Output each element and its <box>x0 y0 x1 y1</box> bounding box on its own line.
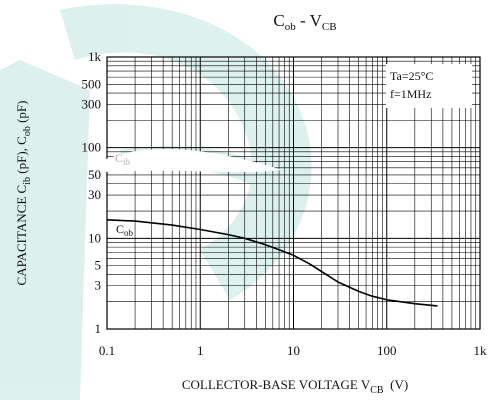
x-tick-label: 0.1 <box>99 343 115 358</box>
y-tick-label: 30 <box>88 187 101 202</box>
y-tick-label: 500 <box>82 76 102 91</box>
y-tick-label: 1k <box>88 49 102 64</box>
plot-frame <box>106 56 481 330</box>
y-tick-label: 50 <box>88 167 101 182</box>
conditions-box <box>386 64 472 108</box>
series-layer <box>106 219 438 307</box>
x-axis-label: COLLECTOR-BASE VOLTAGE VCB (V) <box>182 377 408 396</box>
y-tick-labels: 1 3 5 10 30 50 100 300 500 1k <box>82 49 102 336</box>
condition-temperature: Ta=25°C <box>390 69 433 83</box>
y-tick-label: 300 <box>82 96 102 111</box>
series-cib-obscured-region <box>104 149 282 172</box>
x-tick-label: 1k <box>474 343 488 358</box>
y-tick-label: 10 <box>88 230 101 245</box>
y-tick-label: 3 <box>95 278 102 293</box>
watermark-logo <box>0 4 312 400</box>
series-label-cob: Cob <box>116 222 134 238</box>
x-tick-labels: 0.1 1 10 100 1k <box>99 343 487 358</box>
x-tick-label: 10 <box>287 343 300 358</box>
condition-frequency: f=1MHz <box>390 87 431 101</box>
series-line-cob <box>106 219 438 307</box>
y-tick-label: 5 <box>95 258 102 273</box>
y-axis-label: CAPACITANCE Cib (pF), Cob (pF) <box>14 101 33 286</box>
y-tick-label: 1 <box>95 321 102 336</box>
y-tick-label: 100 <box>82 140 102 155</box>
x-tick-label: 100 <box>377 343 397 358</box>
series-label-cib: Cib <box>115 151 131 167</box>
grid <box>106 57 480 330</box>
chart-title: Cob - VCB <box>273 11 336 33</box>
x-tick-label: 1 <box>197 343 204 358</box>
